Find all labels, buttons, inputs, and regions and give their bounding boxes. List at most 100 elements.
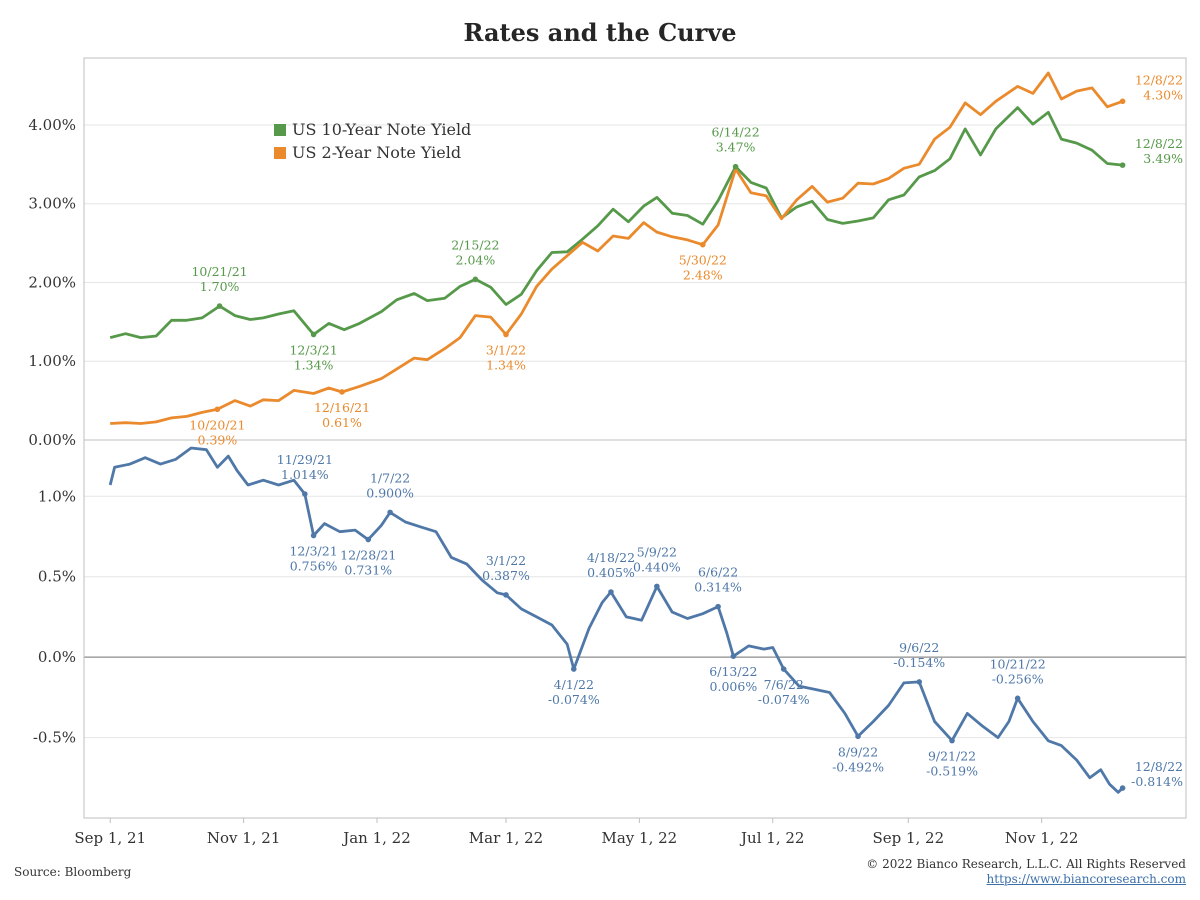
annotation-value: -0.814% — [1131, 774, 1183, 789]
annotation-value: 0.387% — [482, 568, 530, 583]
annotation-value: -0.519% — [926, 764, 978, 779]
annotation-marker — [715, 603, 721, 610]
us-10-year-note-yield-line — [109, 106, 1123, 339]
annotation-marker — [1119, 162, 1126, 168]
annotation-value: 3.47% — [716, 140, 756, 155]
y-tick-label: 4.00% — [28, 116, 76, 134]
y-tick-label: 2.00% — [28, 273, 76, 291]
x-tick-label: Nov 1, 22 — [1005, 829, 1079, 847]
annotation-value: -0.154% — [893, 655, 945, 670]
annotation-date: 10/20/21 — [189, 417, 245, 432]
annotation-marker — [699, 241, 706, 248]
annotation-date: 4/1/22 — [554, 677, 594, 692]
legend-swatch — [274, 124, 286, 136]
annotation-value: 1.70% — [200, 279, 240, 294]
annotation-value: 1.34% — [294, 357, 334, 372]
annotation-marker — [1119, 98, 1126, 105]
annotation-value: 1.014% — [281, 467, 329, 482]
y-tick-label: 0.5% — [38, 568, 76, 586]
legend-swatch — [274, 147, 286, 159]
x-tick-label: May 1, 22 — [602, 829, 678, 847]
annotation-date: 12/3/21 — [289, 342, 337, 357]
annotation-date: 12/28/21 — [340, 548, 396, 563]
annotation-date: 8/9/22 — [838, 744, 878, 759]
x-tick-label: Jan 1, 22 — [341, 829, 411, 847]
annotation-date: 6/6/22 — [698, 565, 738, 580]
axis-labels: 0.00% 1.00% 2.00% 3.00% 4.00% -0.5% 0.0% 0.5% 1.… — [28, 116, 1078, 847]
annotation-marker — [1119, 785, 1126, 791]
annotation-marker — [387, 509, 393, 516]
chart-title: Rates and the Curve — [463, 18, 737, 47]
annotation-value: 2.48% — [683, 268, 723, 283]
y-tick-label: 1.0% — [38, 487, 76, 505]
annotation-value: 4.30% — [1143, 87, 1183, 102]
annotation-date: 6/14/22 — [711, 125, 759, 140]
annotation-value: 0.440% — [633, 559, 681, 574]
annotation-marker — [916, 679, 923, 685]
annotation-value: -0.256% — [992, 671, 1044, 686]
annotation-value: 0.006% — [710, 679, 758, 694]
annotation-date: 12/8/22 — [1135, 72, 1183, 87]
annotation-date: 12/3/21 — [289, 544, 337, 559]
annotation-marker — [216, 303, 223, 309]
annotation-value: 0.314% — [694, 580, 742, 595]
annotation-date: 3/1/22 — [486, 553, 526, 568]
annotation-date: 5/30/22 — [679, 253, 727, 268]
annotation-value: 0.39% — [198, 432, 238, 447]
annotation-marker — [302, 491, 308, 497]
annotation-value: 0.731% — [344, 563, 392, 578]
annotation-value: 1.34% — [486, 357, 526, 372]
annotation-value: 0.405% — [587, 565, 635, 580]
x-tick-label: Jul 1, 22 — [739, 829, 804, 847]
annotation-marker — [730, 653, 737, 659]
annotation-date: 12/8/22 — [1135, 136, 1183, 151]
y-tick-label: 1.00% — [28, 352, 76, 370]
annotation-date: 10/21/22 — [990, 656, 1046, 671]
annotation-date: 9/21/22 — [928, 749, 976, 764]
annotation-marker — [339, 389, 345, 395]
annotation-value: 0.61% — [322, 415, 362, 430]
annotation-marker — [570, 666, 577, 672]
source-note: Source: Bloomberg — [14, 865, 132, 879]
annotation-marker — [732, 163, 739, 170]
copyright-note: © 2022 Bianco Research, L.L.C. All Right… — [866, 857, 1186, 871]
y-tick-label: 0.0% — [38, 648, 76, 666]
x-tick-label: Sep 1, 22 — [872, 829, 944, 847]
chart-frame — [83, 57, 1187, 819]
plot-border — [83, 57, 1187, 819]
legend-label: US 2-Year Note Yield — [292, 143, 461, 162]
x-tick-label: Nov 1, 21 — [207, 829, 281, 847]
annotation-date: 1/7/22 — [370, 470, 410, 485]
annotation-value: -0.074% — [548, 692, 600, 707]
annotation-value: 3.49% — [1143, 151, 1183, 166]
website-link[interactable]: https://www.biancoresearch.com — [986, 872, 1186, 886]
annotation-date: 12/8/22 — [1135, 759, 1183, 774]
x-tick-label: Mar 1, 22 — [469, 829, 543, 847]
series-lines — [108, 71, 1124, 794]
annotation-date: 11/29/21 — [277, 452, 333, 467]
annotation-date: 7/6/22 — [764, 677, 804, 692]
annotation-marker — [503, 331, 509, 338]
annotation-value: 0.900% — [366, 485, 414, 500]
annotation-date: 4/18/22 — [587, 550, 635, 565]
y-tick-label: -0.5% — [33, 729, 76, 747]
annotation-marker — [654, 583, 660, 590]
legend-label: US 10-Year Note Yield — [292, 120, 471, 139]
annotation-value: 2.04% — [456, 252, 496, 267]
annotation-date: 6/13/22 — [709, 664, 757, 679]
spread-line — [108, 446, 1124, 794]
annotation-marker — [780, 666, 787, 672]
y-tick-label: 3.00% — [28, 195, 76, 213]
annotation-marker — [472, 276, 479, 283]
annotation-marker — [503, 592, 509, 598]
annotation-value: -0.074% — [758, 692, 810, 707]
annotation-marker — [1014, 695, 1021, 702]
annotation-date: 9/6/22 — [899, 640, 939, 655]
annotations: 10/21/211.70%12/3/211.34%2/15/222.04%6/1… — [189, 72, 1183, 791]
annotation-date: 3/1/22 — [486, 342, 526, 357]
y-tick-label: 0.00% — [28, 431, 76, 449]
annotation-value: 0.756% — [290, 559, 338, 574]
annotation-value: -0.492% — [832, 759, 884, 774]
annotation-marker — [310, 331, 317, 338]
